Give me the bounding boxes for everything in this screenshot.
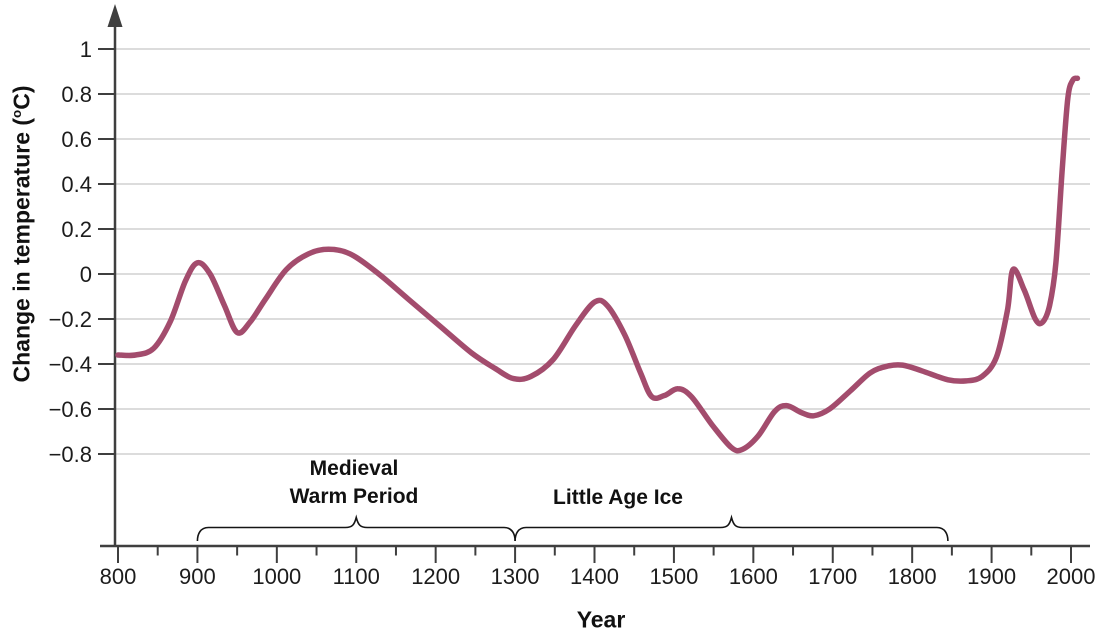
y-tick-label: −0.2 xyxy=(49,307,92,332)
y-tick-label: 1 xyxy=(80,37,92,62)
annotation-line: Medieval xyxy=(309,457,399,480)
annotation-line: Warm Period xyxy=(289,485,419,508)
period-brace xyxy=(196,514,516,542)
y-axis-label: Change in temperature (oC) xyxy=(9,86,36,383)
x-tick-label: 1500 xyxy=(649,564,698,589)
x-tick-label: 2000 xyxy=(1047,564,1096,589)
y-axis-arrow-icon xyxy=(107,4,123,27)
period-brace xyxy=(514,514,949,542)
y-tick-label: −0.4 xyxy=(49,352,92,377)
degree-symbol: o xyxy=(8,109,24,118)
x-tick-label: 1900 xyxy=(967,564,1016,589)
x-tick-label: 1800 xyxy=(888,564,937,589)
x-tick-label: 1300 xyxy=(491,564,540,589)
annotation-line: Little Age Ice xyxy=(553,486,683,509)
y-tick-label: 0.2 xyxy=(61,217,92,242)
y-tick-label: 0.8 xyxy=(61,82,92,107)
y-tick-label: −0.6 xyxy=(49,397,92,422)
x-tick-label: 1600 xyxy=(729,564,778,589)
x-tick-label: 1200 xyxy=(411,564,460,589)
annotation-medieval-warm-period: Medieval Warm Period xyxy=(290,455,419,511)
y-tick-label: 0 xyxy=(80,262,92,287)
temperature-curve xyxy=(115,75,1081,454)
y-tick-label: 0.4 xyxy=(61,172,92,197)
x-tick-label: 1700 xyxy=(808,564,857,589)
x-tick-label: 1400 xyxy=(570,564,619,589)
y-axis-label-unit: C) xyxy=(8,85,35,110)
x-tick-label: 900 xyxy=(179,564,216,589)
y-tick-label: 0.6 xyxy=(61,127,92,152)
y-tick-label: −0.8 xyxy=(49,442,92,467)
y-axis-label-text: Change in temperature ( xyxy=(8,117,35,383)
x-tick-label: 1000 xyxy=(252,564,301,589)
x-axis-label: Year xyxy=(576,606,626,633)
annotation-little-age-ice: Little Age Ice xyxy=(553,484,683,512)
x-tick-label: 1100 xyxy=(333,564,380,589)
x-tick-label: 800 xyxy=(100,564,137,589)
